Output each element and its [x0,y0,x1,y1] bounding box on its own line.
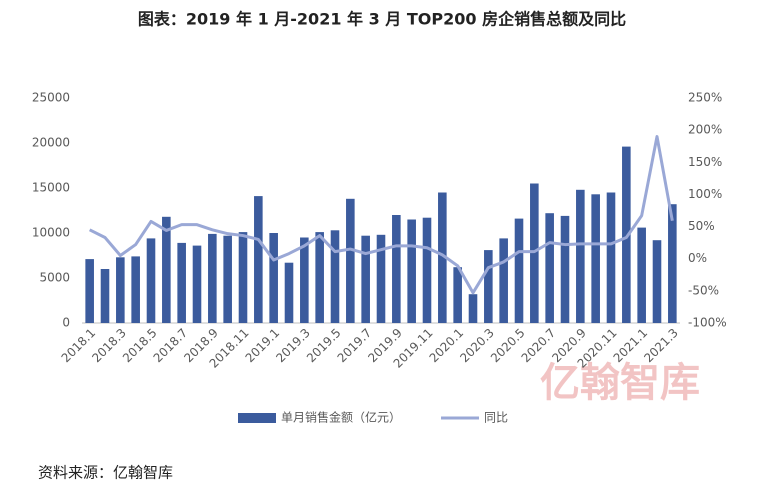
bar [100,269,110,323]
bar [453,267,462,323]
y2-tick-label: 150% [688,155,722,169]
y2-tick-label: -100% [688,316,727,330]
legend-label: 同比 [484,411,508,425]
y-tick-label: 25000 [32,91,70,105]
bar [422,217,432,323]
bar [637,227,646,323]
y2-tick-label: 0% [688,251,707,265]
bar [254,196,263,323]
bar [361,235,370,323]
y2-tick-label: 200% [688,123,722,137]
watermark: 亿翰智库 [540,360,700,406]
bar [376,234,386,323]
bar [346,198,355,323]
bar [146,238,156,323]
line [88,135,674,295]
bar [315,232,324,323]
bar [652,240,662,323]
bar [668,204,677,323]
bar [162,216,171,323]
bar [300,237,309,323]
bar [131,256,140,323]
bar [560,215,570,323]
bar [545,213,554,323]
bar [284,262,294,323]
bar [330,230,340,323]
bar [407,219,416,323]
bar [484,250,493,323]
y-tick-label: 5000 [39,271,70,285]
bar [269,233,278,323]
bar [208,233,217,323]
bar [223,235,232,323]
bar [514,218,524,323]
bar [192,245,202,323]
bar [576,189,585,323]
bar [392,215,401,323]
y2-tick-label: 250% [688,91,722,105]
chart-title: 图表：2019 年 1 月-2021 年 3 月 TOP200 房企销售总额及同… [138,10,626,29]
bar [177,242,186,323]
y2-tick-label: 100% [688,187,722,201]
legend-label: 单月销售金额（亿元） [281,410,401,425]
bar [591,194,600,323]
y-tick-label: 0 [62,316,70,330]
y-tick-label: 20000 [32,136,70,150]
y2-tick-label: -50% [688,283,719,297]
bar [468,294,478,323]
y-tick-label: 10000 [32,226,70,240]
bar [438,192,447,323]
bar [238,232,248,323]
bar [606,192,616,323]
source: 资料来源：亿翰智库 [38,464,173,482]
bar [622,146,631,323]
bar [116,257,125,323]
y2-tick-label: 50% [688,219,715,233]
bar [499,238,508,323]
legend-swatch [238,413,276,423]
bar [85,259,94,323]
y-tick-label: 15000 [32,181,70,195]
bar [530,183,539,323]
